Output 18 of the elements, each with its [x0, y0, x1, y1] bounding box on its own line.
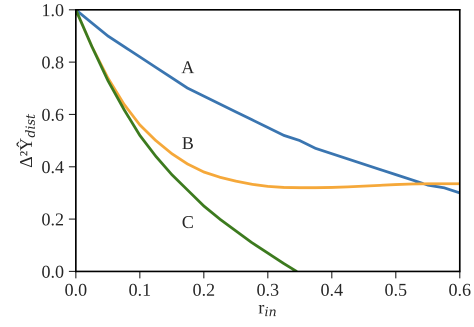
y-tick-label: 0.2 — [42, 213, 64, 226]
x-axis-title: r$_{in}$ — [258, 304, 276, 316]
x-tick-label: 0.3 — [257, 284, 278, 296]
series-label: A — [181, 61, 194, 74]
x-tick-label: 0.6 — [449, 284, 471, 296]
y-axis-title: Δ²Ŷ$_{dist}$ — [16, 114, 35, 168]
x-tick-label: 0.1 — [129, 284, 150, 296]
series-label: C — [182, 216, 193, 228]
y-tick-label: 0.6 — [42, 108, 64, 121]
x-tick-label: 0.5 — [385, 284, 406, 296]
x-tick-label: 0.0 — [65, 284, 86, 296]
y-tick-label: 1.0 — [43, 4, 64, 16]
y-tick-label: 0.8 — [42, 56, 64, 69]
x-tick-label: 0.4 — [321, 284, 343, 296]
y-tick-label: 0.4 — [42, 161, 64, 174]
series-label: B — [182, 137, 193, 150]
x-tick-label: 0.2 — [193, 284, 214, 296]
y-tick-label: 0.0 — [42, 266, 64, 278]
